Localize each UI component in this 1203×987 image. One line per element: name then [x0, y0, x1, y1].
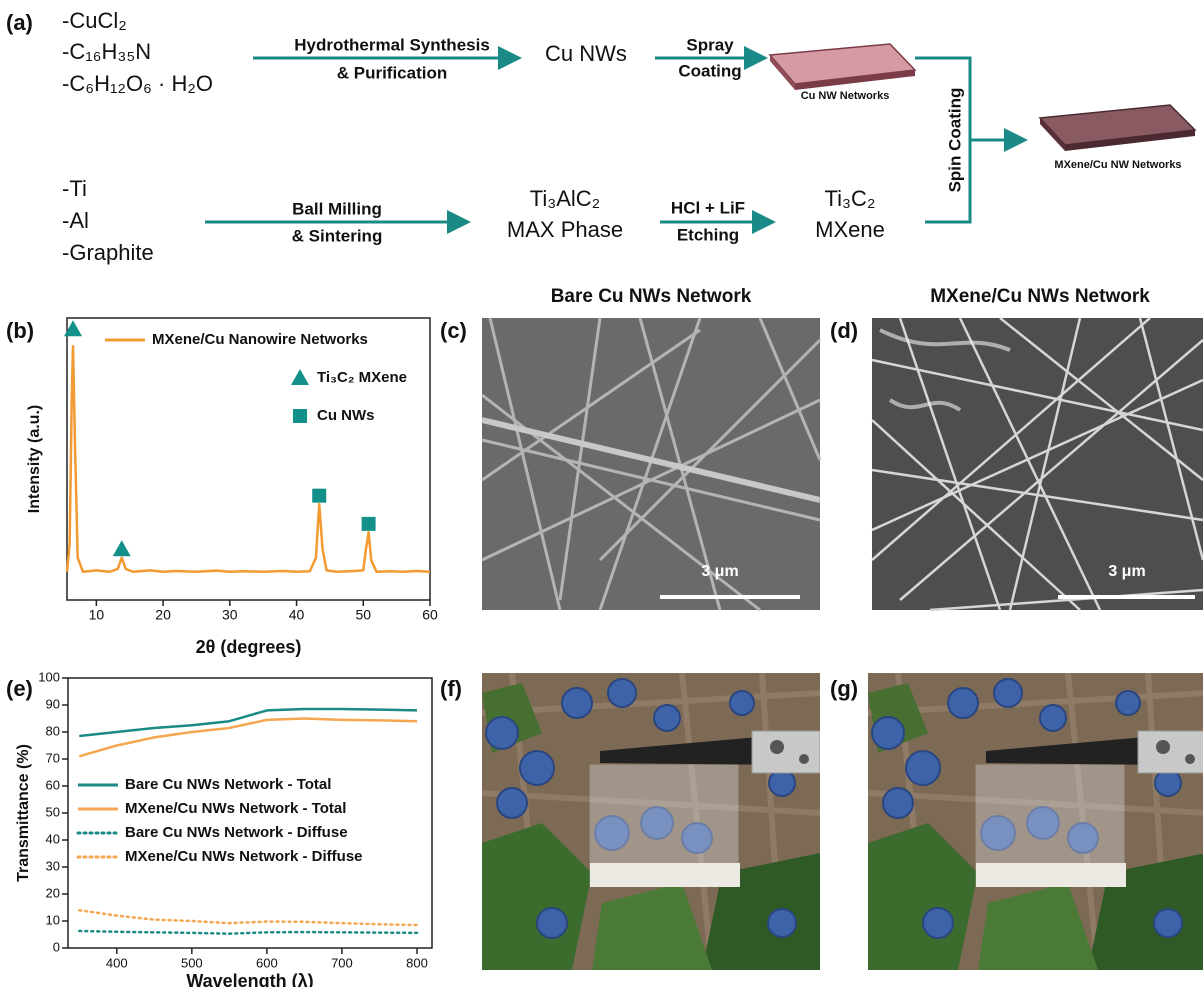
step-label: Etching [677, 225, 739, 244]
marker-square [362, 517, 376, 531]
marker-triangle [113, 540, 131, 556]
scale-bar-label: 3 μm [1108, 563, 1145, 580]
x-tick-label: 60 [422, 607, 438, 623]
x-tick-label: 500 [181, 955, 203, 970]
y-tick-label: 90 [46, 696, 60, 711]
y-tick-label: 30 [46, 858, 60, 873]
reagent: -C₁₆H₃₅N [62, 39, 151, 64]
panel-label: (a) [6, 10, 33, 35]
photo [482, 673, 820, 970]
step-label: HCl + LiF [671, 198, 745, 217]
x-tick-label: 400 [106, 955, 128, 970]
x-tick-label: 50 [355, 607, 371, 623]
legend-label: MXene/Cu Nanowire Networks [152, 331, 368, 348]
data-line [79, 931, 417, 934]
y-tick-label: 20 [46, 885, 60, 900]
film-plate [770, 44, 915, 90]
reagent: -CuCl₂ [62, 8, 127, 33]
scale-bar-label: 3 μm [701, 563, 738, 580]
product: MXene [815, 217, 885, 242]
step-label: Ball Milling [292, 199, 382, 218]
film-label: Cu NW Networks [801, 90, 890, 102]
step-label: Spin Coating [945, 88, 964, 193]
x-tick-label: 30 [222, 607, 238, 623]
panel-label: (g) [830, 676, 858, 701]
product: Ti₃C₂ [825, 186, 876, 211]
reagent: -Al [62, 208, 89, 233]
y-tick-label: 50 [46, 804, 60, 819]
step-label: Spray [686, 35, 734, 54]
panel-label: (f) [440, 676, 462, 701]
product: Cu NWs [545, 41, 627, 66]
y-tick-label: 10 [46, 912, 60, 927]
step-label: Hydrothermal Synthesis [294, 35, 490, 54]
x-tick-label: 800 [406, 955, 428, 970]
step-label: & Purification [337, 63, 448, 82]
data-line [79, 719, 417, 757]
legend-label: MXene/Cu NWs Network - Diffuse [125, 848, 363, 865]
film-plate [1040, 105, 1195, 151]
x-axis-label: 2θ (degrees) [196, 637, 302, 657]
marker-square [293, 409, 307, 423]
x-tick-label: 700 [331, 955, 353, 970]
y-axis-label: Transmittance (%) [15, 744, 32, 882]
panel-label: (c) [440, 318, 467, 343]
panel-label: (b) [6, 318, 34, 343]
legend-label: Bare Cu NWs Network - Total [125, 776, 331, 793]
sem-image [482, 318, 820, 610]
y-tick-label: 80 [46, 723, 60, 738]
figure: (a) -CuCl₂ -C₁₆H₃₅N -C₆H₁₂O₆ · H₂O Hydro… [0, 0, 1203, 987]
sem-image [872, 318, 1203, 610]
step-label: & Sintering [292, 226, 383, 245]
y-tick-label: 40 [46, 831, 60, 846]
product: Ti₃AlC₂ [530, 186, 600, 211]
y-tick-label: 100 [38, 669, 60, 684]
x-tick-label: 40 [289, 607, 305, 623]
y-tick-label: 0 [53, 939, 60, 954]
reagent: -Graphite [62, 240, 154, 265]
x-tick-label: 20 [155, 607, 171, 623]
legend-label: Ti₃C₂ MXene [317, 369, 407, 386]
photo [868, 673, 1203, 970]
y-tick-label: 60 [46, 777, 60, 792]
reagent: -C₆H₁₂O₆ · H₂O [62, 71, 213, 96]
panel-title: Bare Cu NWs Network [551, 286, 752, 307]
reagent: -Ti [62, 176, 87, 201]
product: MAX Phase [507, 217, 623, 242]
panel-label: (d) [830, 318, 858, 343]
panel-label: (e) [6, 676, 33, 701]
y-tick-label: 70 [46, 750, 60, 765]
marker-triangle [291, 369, 309, 385]
legend-label: Bare Cu NWs Network - Diffuse [125, 824, 348, 841]
panel-title: MXene/Cu NWs Network [930, 286, 1150, 307]
legend-label: MXene/Cu NWs Network - Total [125, 800, 346, 817]
step-label: Coating [678, 61, 741, 80]
data-line [79, 709, 417, 736]
marker-square [312, 489, 326, 503]
x-tick-label: 600 [256, 955, 278, 970]
y-axis-label: Intensity (a.u.) [26, 405, 43, 513]
x-axis-label: Wavelength (λ) [186, 971, 313, 987]
x-tick-label: 10 [89, 607, 105, 623]
film-label: MXene/Cu NW Networks [1054, 159, 1181, 171]
legend-label: Cu NWs [317, 407, 375, 424]
data-line [79, 910, 417, 925]
